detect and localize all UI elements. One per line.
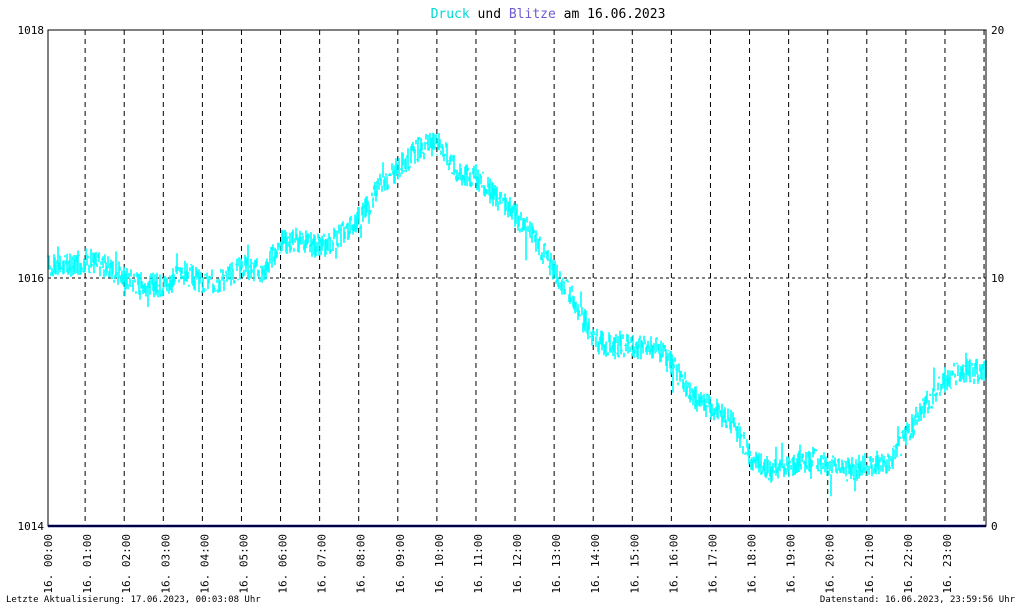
y-right-tick-label: 20 — [991, 24, 1004, 37]
y-right-tick-label: 0 — [991, 520, 998, 533]
x-tick-label: 16. 19:00 — [785, 534, 798, 594]
x-tick-label: 16. 09:00 — [394, 534, 407, 594]
x-tick-label: 16. 17:00 — [706, 534, 719, 594]
title-date: am 16.06.2023 — [556, 7, 666, 22]
y-left-tick-label: 1016 — [18, 272, 45, 285]
plot-frame — [47, 29, 987, 527]
x-tick-label: 16. 01:00 — [81, 534, 94, 594]
x-tick-label: 16. 02:00 — [120, 534, 133, 594]
x-tick-label: 16. 10:00 — [433, 534, 446, 594]
chart-title: Druck und Blitze am 16.06.2023 — [431, 7, 666, 22]
title-blitze: Blitze — [509, 7, 556, 22]
y-right-tick-label: 10 — [991, 272, 1004, 285]
x-tick-label: 16. 03:00 — [159, 534, 172, 594]
x-tick-label: 16. 20:00 — [824, 534, 837, 594]
y-left-tick-label: 1014 — [18, 520, 45, 533]
axis-labels: 1014 1016 1018 0 10 20 16. 00:00 16. 01:00 16. 0… — [18, 24, 1005, 594]
x-tick-label: 16. 22:00 — [902, 534, 915, 594]
title-druck: Druck — [431, 7, 470, 22]
x-tick-label: 16. 12:00 — [511, 534, 524, 594]
x-tick-label: 16. 13:00 — [550, 534, 563, 594]
x-tick-label: 16. 08:00 — [355, 534, 368, 594]
x-tick-label: 16. 05:00 — [237, 534, 250, 594]
x-tick-label: 16. 21:00 — [863, 534, 876, 594]
x-tick-label: 16. 16:00 — [667, 534, 680, 594]
x-tick-label: 16. 14:00 — [589, 534, 602, 594]
footer-data-status: Datenstand: 16.06.2023, 23:59:56 Uhr — [820, 595, 1016, 605]
y-left-tick-label: 1018 — [18, 24, 45, 37]
footer-last-update: Letzte Aktualisierung: 17.06.2023, 00:03… — [6, 595, 261, 605]
x-tick-label: 16. 07:00 — [316, 534, 329, 594]
x-tick-label: 16. 06:00 — [277, 534, 290, 594]
title-und: und — [470, 7, 509, 22]
x-tick-label: 16. 04:00 — [198, 534, 211, 594]
x-tick-label: 16. 15:00 — [628, 534, 641, 594]
x-tick-label: 16. 18:00 — [746, 534, 759, 594]
x-tick-label: 16. 23:00 — [941, 534, 954, 594]
x-tick-label: 16. 00:00 — [42, 534, 55, 594]
x-tick-label: 16. 11:00 — [472, 534, 485, 594]
